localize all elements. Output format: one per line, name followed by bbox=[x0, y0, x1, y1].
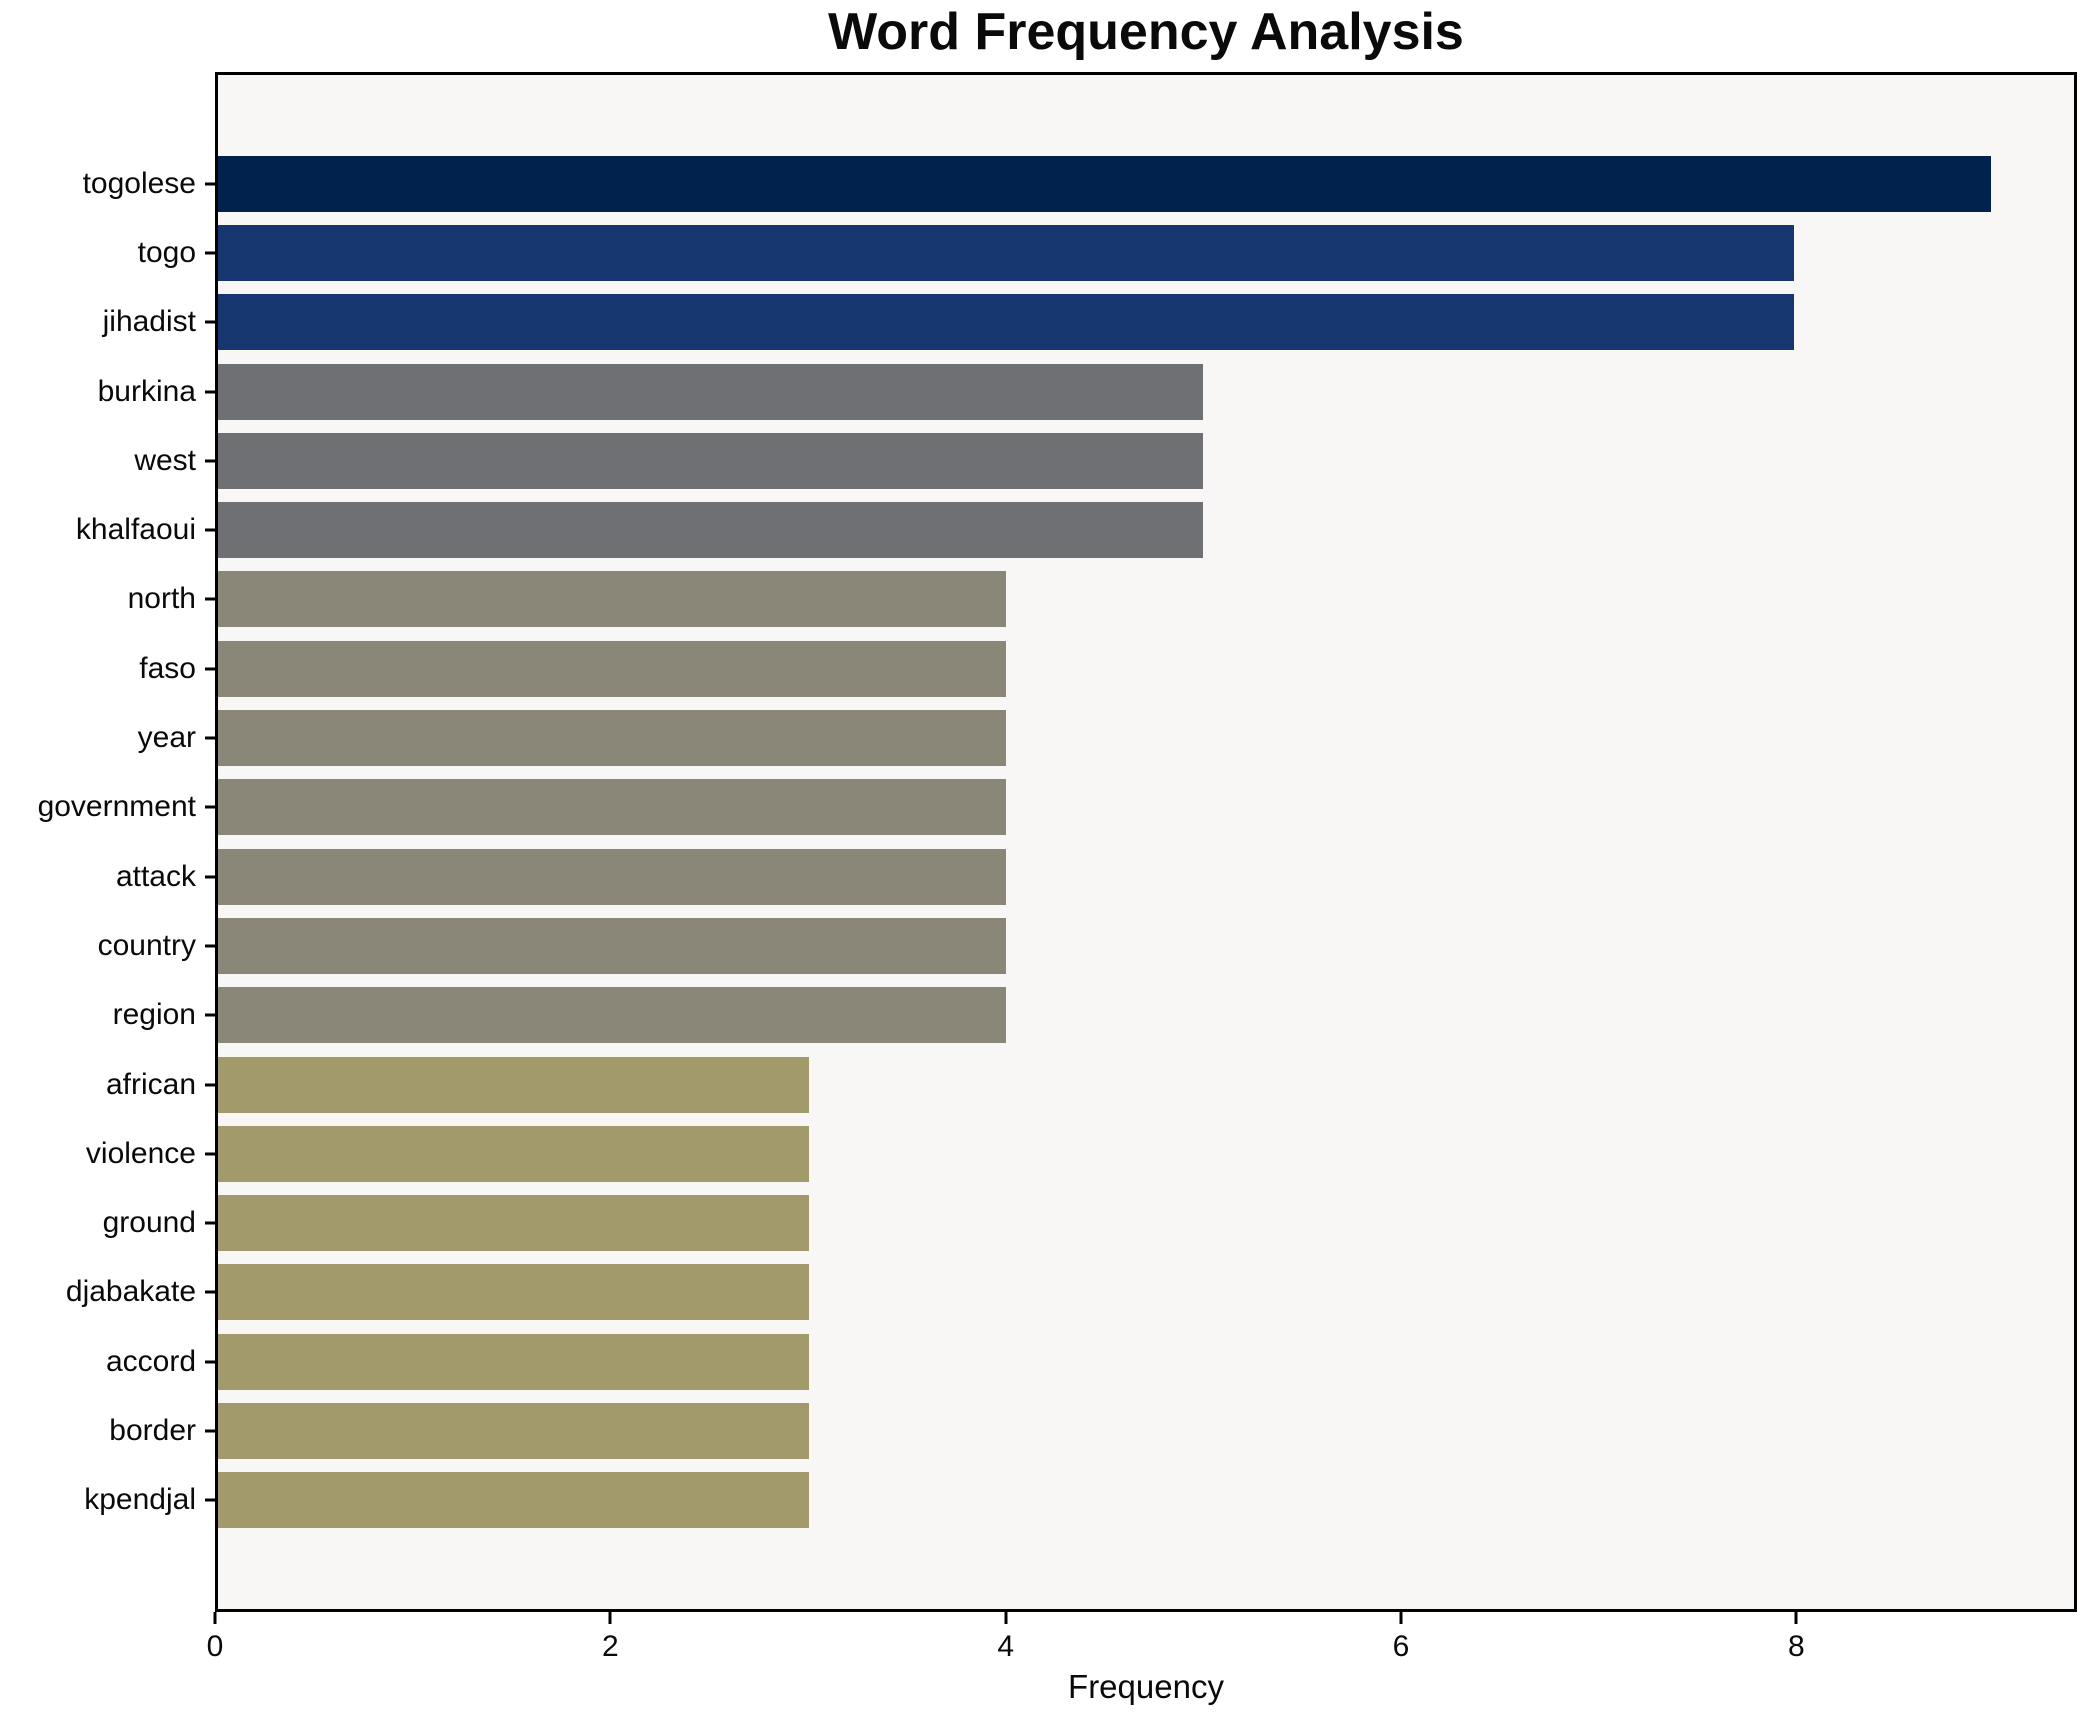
x-axis-label: Frequency bbox=[1068, 1668, 1224, 1705]
bar-row: togolese bbox=[83, 149, 2074, 218]
bar-row: north bbox=[128, 565, 2074, 634]
y-tick-mark bbox=[205, 875, 218, 879]
y-tick-mark bbox=[205, 1221, 218, 1225]
bar-row: region bbox=[113, 981, 2074, 1050]
y-tick-mark bbox=[205, 1152, 218, 1156]
bar bbox=[218, 848, 1007, 905]
y-axis-label: faso bbox=[139, 651, 196, 685]
bar-row: west bbox=[134, 426, 2074, 495]
bar bbox=[218, 1056, 810, 1113]
bar-row: accord bbox=[106, 1327, 2074, 1396]
bar-row: khalfaoui bbox=[76, 495, 2074, 564]
bar-row: kpendjal bbox=[84, 1466, 2074, 1535]
y-tick-mark bbox=[205, 528, 218, 532]
bar bbox=[218, 571, 1007, 628]
y-axis-label: kpendjal bbox=[84, 1483, 196, 1517]
bar bbox=[218, 502, 1204, 559]
bar-row: year bbox=[138, 703, 2074, 772]
bar bbox=[218, 917, 1007, 974]
x-tick-label: 8 bbox=[1787, 1630, 1805, 1663]
y-axis-label: ground bbox=[102, 1206, 196, 1240]
bar-row: border bbox=[109, 1396, 2074, 1465]
y-tick-mark bbox=[205, 736, 218, 740]
y-tick-mark bbox=[205, 182, 218, 186]
y-tick-mark bbox=[205, 597, 218, 601]
x-axis: 0 2 4 6 8 bbox=[207, 1612, 2077, 1682]
y-tick-mark bbox=[205, 1083, 218, 1086]
bar bbox=[218, 1195, 810, 1252]
bar-row: burkina bbox=[98, 357, 2074, 426]
x-tick-mark bbox=[1399, 1612, 1403, 1624]
bar bbox=[218, 1333, 810, 1390]
y-axis-label: djabakate bbox=[65, 1275, 196, 1309]
y-axis-label: border bbox=[109, 1413, 196, 1447]
bar-row: djabakate bbox=[66, 1258, 2074, 1327]
x-tick-label: 2 bbox=[601, 1630, 619, 1663]
y-tick-mark bbox=[205, 944, 218, 948]
bar-row: togo bbox=[138, 218, 2074, 287]
y-axis-label: year bbox=[137, 721, 196, 755]
y-axis-label: burkina bbox=[97, 374, 196, 408]
x-tick-label: 4 bbox=[997, 1630, 1014, 1663]
y-tick-mark bbox=[205, 459, 218, 463]
y-tick-mark bbox=[205, 805, 218, 809]
bars-container: togolese togo jihadist burkina west khalfaoui… bbox=[38, 75, 2074, 1609]
bar bbox=[218, 224, 1795, 281]
y-tick-mark bbox=[205, 1013, 218, 1017]
bar bbox=[218, 779, 1007, 836]
y-axis-label: jihadist bbox=[102, 305, 196, 339]
y-axis-label: accord bbox=[105, 1344, 196, 1378]
bar-row: attack bbox=[116, 842, 2074, 911]
bar-row: faso bbox=[139, 634, 2074, 703]
chart-title: Word Frequency Analysis bbox=[828, 3, 1464, 61]
y-axis-label: government bbox=[37, 790, 196, 824]
bar-row: african bbox=[106, 1050, 2074, 1119]
y-axis-label: togo bbox=[137, 235, 196, 269]
bar-row: violence bbox=[86, 1119, 2074, 1188]
y-axis-label: togolese bbox=[82, 166, 196, 200]
y-tick-mark bbox=[205, 251, 218, 255]
y-axis-label: north bbox=[127, 582, 196, 616]
y-tick-mark bbox=[205, 320, 218, 324]
y-tick-mark bbox=[205, 1290, 218, 1294]
x-tick-mark bbox=[608, 1612, 612, 1624]
y-axis-label: region bbox=[112, 998, 196, 1032]
plot-area: togolese togo jihadist burkina west khalfaoui… bbox=[38, 72, 2077, 1612]
y-axis-label: west bbox=[134, 443, 196, 477]
bar-row: government bbox=[38, 773, 2074, 842]
bar bbox=[218, 363, 1204, 420]
bar bbox=[218, 432, 1204, 489]
x-tick-mark bbox=[1004, 1612, 1008, 1624]
bar-row: jihadist bbox=[103, 288, 2074, 357]
bar bbox=[218, 1472, 810, 1529]
y-axis-label: khalfaoui bbox=[75, 513, 196, 547]
y-tick-mark bbox=[205, 667, 218, 671]
y-axis-label: african bbox=[105, 1067, 196, 1101]
y-axis-label: attack bbox=[115, 859, 196, 893]
bar bbox=[218, 710, 1007, 767]
y-axis-label: country bbox=[97, 928, 196, 962]
x-tick-label: 0 bbox=[206, 1630, 224, 1663]
bar bbox=[218, 1125, 810, 1182]
bar-row: country bbox=[98, 911, 2074, 980]
y-tick-mark bbox=[205, 1498, 218, 1502]
y-tick-mark bbox=[205, 1360, 218, 1364]
x-tick-mark bbox=[1794, 1612, 1798, 1624]
y-tick-mark bbox=[205, 1429, 218, 1433]
bar-row: ground bbox=[103, 1188, 2074, 1257]
y-axis-label: violence bbox=[85, 1136, 196, 1170]
bar bbox=[218, 1264, 810, 1321]
y-tick-mark bbox=[205, 390, 218, 394]
bar bbox=[218, 294, 1795, 351]
bar bbox=[218, 1402, 810, 1459]
x-tick-mark bbox=[213, 1612, 217, 1624]
bar bbox=[218, 987, 1007, 1044]
x-tick-label: 6 bbox=[1392, 1630, 1410, 1663]
bar bbox=[218, 155, 1992, 212]
bar bbox=[218, 640, 1007, 697]
